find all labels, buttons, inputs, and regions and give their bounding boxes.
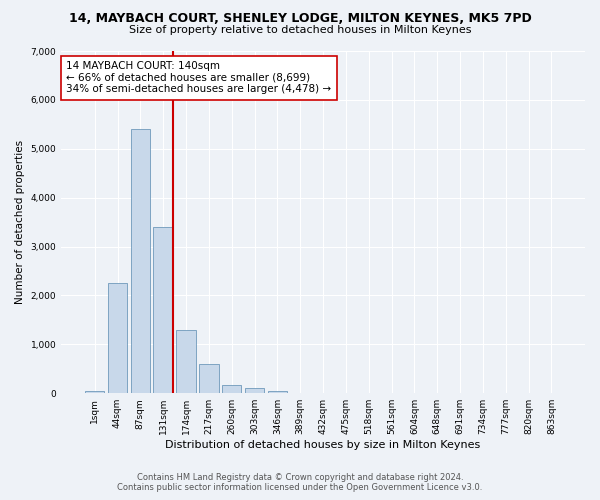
Bar bbox=[154, 227, 173, 393]
Text: Size of property relative to detached houses in Milton Keynes: Size of property relative to detached ho… bbox=[129, 25, 471, 35]
Bar bbox=[268, 391, 287, 393]
X-axis label: Distribution of detached houses by size in Milton Keynes: Distribution of detached houses by size … bbox=[166, 440, 481, 450]
Bar bbox=[245, 388, 264, 393]
Bar bbox=[85, 391, 104, 393]
Bar bbox=[131, 129, 150, 393]
Text: 14 MAYBACH COURT: 140sqm
← 66% of detached houses are smaller (8,699)
34% of sem: 14 MAYBACH COURT: 140sqm ← 66% of detach… bbox=[67, 62, 332, 94]
Bar bbox=[176, 330, 196, 393]
Y-axis label: Number of detached properties: Number of detached properties bbox=[15, 140, 25, 304]
Text: Contains HM Land Registry data © Crown copyright and database right 2024.
Contai: Contains HM Land Registry data © Crown c… bbox=[118, 473, 482, 492]
Bar bbox=[199, 364, 218, 393]
Text: 14, MAYBACH COURT, SHENLEY LODGE, MILTON KEYNES, MK5 7PD: 14, MAYBACH COURT, SHENLEY LODGE, MILTON… bbox=[68, 12, 532, 26]
Bar bbox=[222, 384, 241, 393]
Bar bbox=[108, 283, 127, 393]
